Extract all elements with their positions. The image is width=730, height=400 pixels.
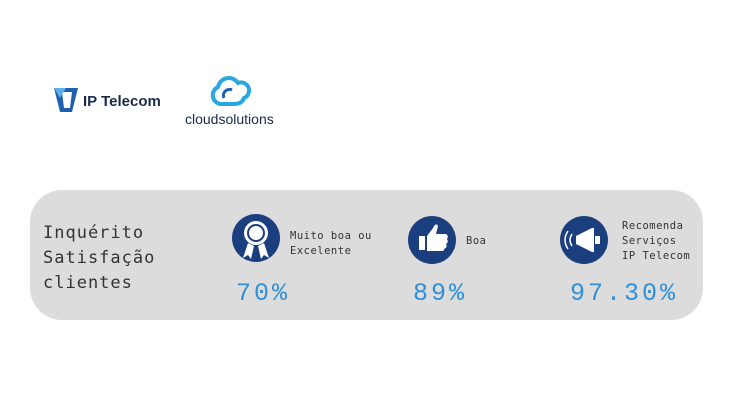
medal-icon: [232, 214, 280, 262]
stat-value: 89%: [413, 279, 467, 308]
panel-background: [30, 190, 703, 320]
stat-label: Excelente: [290, 245, 351, 257]
stat-label: Muito boa ou: [290, 230, 372, 242]
ip-telecom-text: IP Telecom: [83, 93, 161, 110]
panel-title: Satisfação: [43, 248, 155, 268]
ip-telecom-logo: IP Telecom: [54, 88, 161, 112]
stat-value: 97.30%: [570, 279, 678, 308]
panel-title: clientes: [43, 273, 133, 293]
panel-title: Inquérito: [43, 223, 144, 243]
stat-label: IP Telecom: [622, 250, 690, 262]
cloudsolutions-text: cloudsolutions: [185, 111, 274, 127]
stat-label: Boa: [466, 235, 486, 247]
cloudsolutions-logo: cloudsolutions: [185, 76, 274, 127]
stat-value: 70%: [236, 279, 290, 308]
stat-label: Recomenda: [622, 220, 683, 232]
stat-label: Serviços: [622, 235, 677, 247]
megaphone-icon: [560, 216, 608, 264]
thumbs-up-icon: [408, 216, 456, 264]
